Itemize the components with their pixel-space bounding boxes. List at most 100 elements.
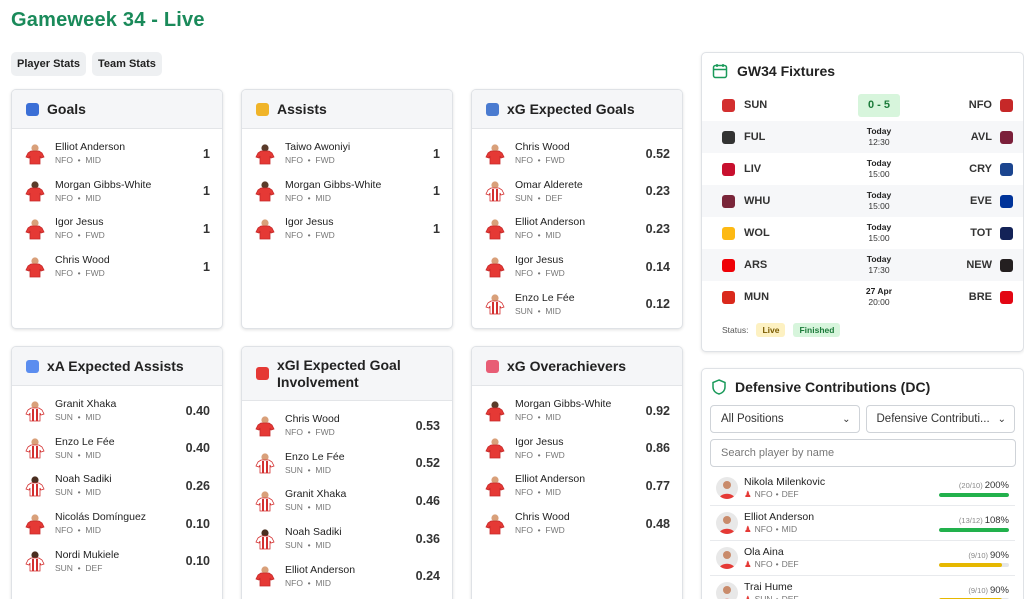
player-row[interactable]: Granit Xhaka SUN • MID 0.46 (242, 482, 452, 520)
player-row[interactable]: Enzo Le Fée SUN • MID 0.52 (242, 445, 452, 483)
player-meta: SUN • MID (285, 540, 331, 551)
player-row[interactable]: Morgan Gibbs-White NFO • MID 1 (12, 173, 222, 211)
dc-player-position: MID (781, 524, 798, 534)
player-team: SUN (285, 464, 303, 475)
player-list: Taiwo Awoniyi NFO • FWD 1 Morgan Gibbs-Whit… (242, 129, 452, 248)
dc-ratio: (9/10) (968, 550, 988, 560)
tab-player-stats[interactable]: Player Stats (11, 52, 86, 76)
fixture-row[interactable]: MUN 27 Apr 20:00 BRE (702, 281, 1023, 313)
player-name: Nicolás Domínguez (55, 511, 147, 524)
player-meta: NFO • FWD (285, 427, 335, 438)
home-crest-icon (722, 226, 735, 240)
stat-value: 0.40 (185, 441, 210, 456)
avatar (716, 477, 738, 499)
player-row[interactable]: Granit Xhaka SUN • MID 0.40 (12, 392, 222, 430)
player-kit-icon (485, 256, 505, 277)
player-row[interactable]: Nicolás Domínguez NFO • MID 0.10 (12, 505, 222, 543)
dc-player-row[interactable]: Nikola Milenkovic ♟ NFO • DEF (20/10) 200% (710, 471, 1015, 506)
dc-player-row[interactable]: Ola Aina ♟ NFO • DEF (9/10) 90% (710, 541, 1015, 576)
player-row[interactable]: Morgan Gibbs-White NFO • MID 0.92 (472, 392, 682, 430)
player-row[interactable]: Chris Wood NFO • FWD 0.53 (242, 407, 452, 445)
player-kit-icon (255, 416, 275, 437)
stat-value: 0.77 (645, 478, 670, 493)
player-row[interactable]: Igor Jesus NFO • FWD 1 (12, 210, 222, 248)
dc-player-name: Ola Aina (744, 546, 784, 558)
player-kit-icon (25, 476, 45, 497)
away-team: BRE (918, 290, 1013, 304)
player-row[interactable]: Noah Sadiki SUN • MID 0.36 (242, 520, 452, 558)
player-team: SUN (55, 487, 73, 498)
player-row[interactable]: Igor Jesus NFO • FWD 0.14 (472, 248, 682, 286)
metric-select-value: Defensive Contributi... (876, 413, 990, 425)
player-list: Morgan Gibbs-White NFO • MID 0.92 Igor Jesu… (472, 386, 682, 542)
player-row[interactable]: Morgan Gibbs-White NFO • MID 1 (242, 173, 452, 211)
fixture-row[interactable]: FUL Today 12:30 AVL (702, 121, 1023, 153)
fixture-status: Today 17:30 (840, 254, 918, 276)
player-row[interactable]: Elliot Anderson NFO • MID 0.24 (242, 557, 452, 595)
player-row[interactable]: Igor Jesus NFO • FWD 1 (242, 210, 452, 248)
page-title: Gameweek 34 - Live (11, 9, 205, 31)
fixture-row[interactable]: ARS Today 17:30 NEW (702, 249, 1023, 281)
player-row[interactable]: Elliot Anderson NFO • MID 0.23 (472, 210, 682, 248)
player-kit-icon (485, 219, 505, 240)
player-row[interactable]: Omar Alderete SUN • DEF 0.23 (472, 173, 682, 211)
player-row[interactable]: Igor Jesus NFO • FWD 0.86 (472, 430, 682, 468)
fixture-day: Today (866, 254, 892, 264)
away-team-name: NFO (968, 99, 992, 111)
player-team: SUN (55, 562, 73, 573)
away-team-name: CRY (969, 163, 992, 175)
tab-team-stats[interactable]: Team Stats (91, 52, 162, 76)
player-row[interactable]: Nordi Mukiele SUN • DEF 0.10 (12, 542, 222, 580)
avatar (716, 512, 738, 534)
player-team: NFO (55, 155, 73, 166)
stat-value: 0.14 (645, 259, 670, 274)
metric-select[interactable]: Defensive Contributi... ⌄ (865, 405, 1015, 433)
player-row[interactable]: Taiwo Awoniyi NFO • FWD 1 (242, 135, 452, 173)
dc-progress-fill (939, 597, 1002, 599)
fixture-row[interactable]: SUN 0 - 5 NFO (702, 89, 1023, 121)
dc-player-position: DEF (781, 559, 799, 569)
player-meta: NFO • MID (55, 155, 101, 166)
away-crest-icon (999, 226, 1013, 240)
player-row[interactable]: Elliot Anderson NFO • MID 0.77 (472, 467, 682, 505)
fixture-status: Today 12:30 (840, 126, 918, 148)
home-team: WOL (722, 226, 817, 240)
player-position: FWD (85, 268, 105, 279)
player-list: Chris Wood NFO • FWD 0.52 Omar Alderete SUN … (472, 129, 682, 323)
search-placeholder: Search player by name (721, 447, 835, 459)
player-row[interactable]: Chris Wood NFO • FWD 0.52 (472, 135, 682, 173)
kit-icon: ♟ (744, 594, 752, 599)
player-name: Elliot Anderson (515, 473, 586, 486)
stat-value: 0.52 (645, 146, 670, 161)
player-position: FWD (85, 230, 105, 241)
stat-value: 1 (203, 221, 210, 236)
player-kit-icon (25, 144, 45, 165)
player-row[interactable]: Enzo Le Fée SUN • MID 0.12 (472, 285, 682, 323)
player-meta: SUN • DEF (55, 562, 103, 573)
player-search-input[interactable]: Search player by name (710, 439, 1016, 467)
dc-pct-value: 200% (984, 479, 1009, 491)
dc-player-row[interactable]: Trai Hume ♟ SUN • DEF (9/10) 90% (710, 576, 1015, 599)
fixture-row[interactable]: WHU Today 15:00 EVE (702, 185, 1023, 217)
player-name: Igor Jesus (515, 435, 564, 448)
card-header: Assists (242, 90, 452, 129)
player-row[interactable]: Chris Wood NFO • FWD 0.48 (472, 505, 682, 543)
player-meta: NFO • FWD (55, 230, 105, 241)
avatar (716, 582, 738, 599)
player-name: Noah Sadiki (285, 526, 342, 539)
player-meta: NFO • FWD (285, 230, 335, 241)
player-kit-icon (485, 438, 505, 459)
player-name: Igor Jesus (515, 254, 564, 267)
fixture-row[interactable]: WOL Today 15:00 TOT (702, 217, 1023, 249)
fixture-row[interactable]: LIV Today 15:00 CRY (702, 153, 1023, 185)
player-row[interactable]: Noah Sadiki SUN • MID 0.26 (12, 467, 222, 505)
player-row[interactable]: Chris Wood NFO • FWD 1 (12, 248, 222, 286)
player-kit-icon (25, 551, 45, 572)
player-row[interactable]: Enzo Le Fée SUN • MID 0.40 (12, 430, 222, 468)
fixture-time: 20:00 (868, 297, 890, 307)
player-row[interactable]: Elliot Anderson NFO • MID 1 (12, 135, 222, 173)
dc-player-row[interactable]: Elliot Anderson ♟ NFO • MID (13/12) 108% (710, 506, 1015, 541)
stat-value: 0.86 (645, 441, 670, 456)
stat-value: 1 (203, 184, 210, 199)
position-select[interactable]: All Positions ⌄ (710, 405, 860, 433)
